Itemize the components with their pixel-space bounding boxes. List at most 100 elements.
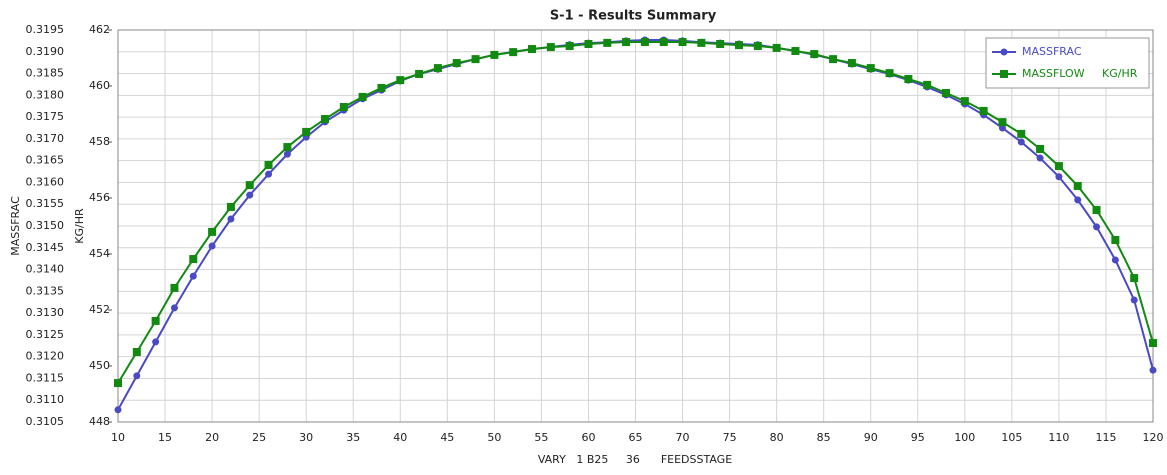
data-point — [1017, 138, 1025, 146]
data-point — [753, 41, 762, 50]
x-tick-label: 20 — [205, 431, 219, 444]
data-point — [1055, 173, 1063, 181]
legend-label: MASSFRAC — [1022, 45, 1082, 58]
y2-tick-label: 450 — [89, 359, 110, 372]
data-point — [1054, 162, 1063, 171]
data-point — [659, 38, 668, 47]
y2-tick-label: 460 — [89, 79, 110, 92]
data-point — [509, 48, 518, 57]
data-point — [1130, 296, 1138, 304]
x-tick-label: 45 — [440, 431, 454, 444]
legend-marker — [1000, 70, 1008, 78]
x-tick-label: 65 — [629, 431, 643, 444]
y-tick-label: 0.3150 — [26, 219, 65, 232]
plot-frame — [117, 29, 1154, 423]
y-tick-label: 0.3180 — [26, 88, 65, 101]
data-point — [189, 272, 197, 280]
y-tick-label: 0.3195 — [26, 23, 65, 36]
data-point — [565, 41, 574, 50]
data-point — [415, 69, 424, 78]
data-point — [151, 316, 160, 325]
x-tick-label: 55 — [534, 431, 548, 444]
y2-tick-label: 452 — [89, 303, 110, 316]
data-point — [1130, 274, 1139, 283]
y-tick-label: 0.3140 — [26, 263, 65, 276]
y-tick-label: 0.3170 — [26, 132, 65, 145]
data-point — [1093, 223, 1101, 231]
data-point — [321, 115, 329, 124]
data-point — [490, 50, 499, 59]
data-point — [302, 127, 311, 136]
data-point — [396, 76, 405, 85]
x-tick-label: 30 — [299, 431, 313, 444]
x-tick-label: 10 — [111, 431, 125, 444]
y2-tick-label: 456 — [89, 191, 110, 204]
data-point — [1073, 181, 1082, 190]
data-point — [133, 372, 141, 380]
data-point — [339, 103, 348, 111]
data-point — [697, 38, 706, 47]
y-tick-label: 0.3155 — [26, 197, 65, 210]
x-axis-title: VARY 1 B25 36 FEEDSSTAGE — [538, 453, 732, 466]
legend-marker — [1000, 48, 1008, 56]
y-tick-label: 0.3115 — [26, 371, 65, 384]
x-tick-label: 80 — [770, 431, 784, 444]
data-point — [208, 242, 216, 250]
x-tick-label: 95 — [911, 431, 925, 444]
data-point — [471, 55, 480, 64]
data-point — [904, 75, 913, 83]
data-point — [735, 41, 743, 50]
y-tick-label: 0.3160 — [26, 175, 65, 188]
data-point — [866, 64, 875, 73]
data-point — [546, 43, 555, 52]
legend-box — [985, 37, 1150, 89]
x-tick-label: 110 — [1048, 431, 1069, 444]
y-tick-label: 0.3175 — [26, 110, 65, 123]
data-point — [716, 40, 725, 48]
x-tick-label: 40 — [393, 431, 407, 444]
data-point — [132, 348, 141, 356]
data-point — [791, 47, 800, 55]
data-point — [170, 304, 178, 312]
data-point — [377, 83, 386, 92]
data-point — [847, 59, 856, 68]
y-tick-label: 0.3105 — [26, 415, 65, 428]
data-point — [283, 143, 292, 152]
x-tick-label: 25 — [252, 431, 266, 444]
data-point — [1149, 366, 1157, 374]
data-point — [1111, 256, 1119, 264]
data-point — [114, 379, 122, 388]
data-point — [772, 43, 781, 52]
y-tick-label: 0.3165 — [26, 154, 65, 167]
x-tick-label: 75 — [723, 431, 737, 444]
data-point — [264, 160, 273, 169]
data-point — [170, 283, 179, 292]
y-axis-title: MASSFRAC — [9, 196, 22, 256]
x-tick-label: 70 — [676, 431, 690, 444]
y-tick-label: 0.3125 — [26, 328, 65, 341]
x-tick-label: 120 — [1143, 431, 1164, 444]
y-tick-label: 0.3190 — [26, 45, 65, 58]
data-point — [1092, 206, 1101, 215]
data-point — [640, 38, 649, 47]
x-tick-label: 90 — [864, 431, 878, 444]
y2-tick-label: 458 — [89, 135, 110, 148]
y-tick-label: 0.3135 — [26, 284, 65, 297]
data-point — [452, 59, 461, 68]
data-point — [810, 50, 819, 59]
data-point — [998, 124, 1006, 132]
data-point — [189, 255, 198, 264]
x-tick-label: 115 — [1095, 431, 1116, 444]
y2-axis-title: KG/HR — [73, 208, 86, 244]
data-point — [226, 202, 235, 211]
data-point — [208, 227, 217, 236]
y-tick-label: 0.3110 — [26, 393, 65, 406]
data-point — [584, 40, 593, 48]
x-tick-label: 105 — [1001, 431, 1022, 444]
data-point — [358, 92, 367, 101]
data-point — [246, 191, 254, 199]
x-tick-label: 60 — [581, 431, 595, 444]
data-point — [885, 69, 894, 78]
x-tick-label: 85 — [817, 431, 831, 444]
data-point — [114, 406, 122, 414]
